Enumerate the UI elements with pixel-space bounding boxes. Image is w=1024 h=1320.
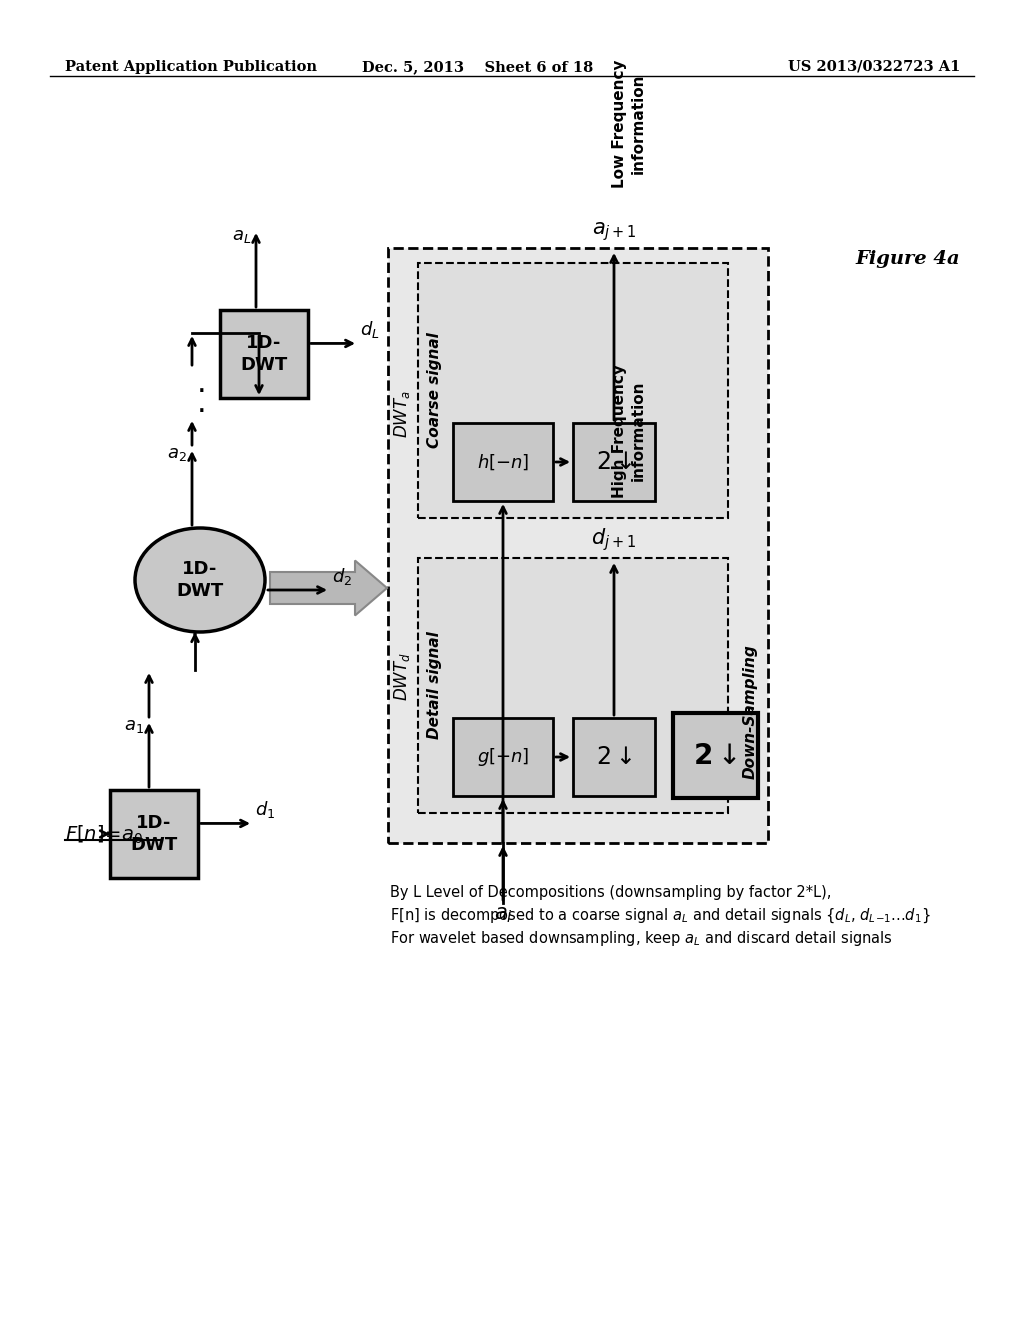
Text: Patent Application Publication: Patent Application Publication	[65, 59, 317, 74]
Text: 1D-
DWT: 1D- DWT	[241, 334, 288, 374]
FancyArrow shape	[270, 561, 387, 615]
Text: $d_{j+1}$: $d_{j+1}$	[592, 527, 637, 553]
Bar	[110, 789, 198, 878]
Text: $a_1$: $a_1$	[124, 717, 144, 735]
Text: $2{\downarrow}$: $2{\downarrow}$	[596, 450, 632, 474]
Text: $F[n]\!=\!a_0$: $F[n]\!=\!a_0$	[65, 824, 143, 846]
Text: $\cdot$: $\cdot$	[196, 375, 204, 404]
Text: $\cdot$: $\cdot$	[196, 396, 204, 425]
Bar	[673, 713, 758, 799]
Text: Coarse signal: Coarse signal	[427, 333, 441, 449]
Bar	[573, 718, 655, 796]
Text: $a_i$: $a_i$	[494, 906, 512, 925]
Text: US 2013/0322723 A1: US 2013/0322723 A1	[787, 59, 961, 74]
Text: $d_2$: $d_2$	[332, 566, 352, 587]
Text: 1D-
DWT: 1D- DWT	[176, 560, 223, 601]
Text: $a_{j+1}$: $a_{j+1}$	[592, 220, 636, 243]
Text: By L Level of Decompositions (downsampling by factor 2*L),: By L Level of Decompositions (downsampli…	[390, 884, 831, 900]
Text: $DWT_a$: $DWT_a$	[392, 391, 412, 438]
Bar	[453, 422, 553, 502]
Text: Down-Sampling: Down-Sampling	[742, 644, 758, 780]
Bar	[418, 558, 728, 813]
Bar	[220, 310, 308, 399]
Bar	[388, 248, 768, 843]
Text: $h[-n]$: $h[-n]$	[477, 453, 529, 471]
Text: Detail signal: Detail signal	[427, 631, 441, 739]
Bar	[453, 718, 553, 796]
Text: $a_L$: $a_L$	[231, 227, 251, 246]
Text: $\mathbf{2}{\downarrow}$: $\mathbf{2}{\downarrow}$	[693, 742, 737, 770]
Bar	[418, 263, 728, 517]
Text: $2{\downarrow}$: $2{\downarrow}$	[596, 744, 632, 770]
Text: 1D-
DWT: 1D- DWT	[130, 814, 177, 854]
Text: $g[-n]$: $g[-n]$	[477, 746, 529, 768]
Bar	[573, 422, 655, 502]
Text: $d_L$: $d_L$	[360, 319, 380, 341]
Text: Dec. 5, 2013    Sheet 6 of 18: Dec. 5, 2013 Sheet 6 of 18	[362, 59, 593, 74]
Text: $a_2$: $a_2$	[167, 445, 187, 463]
Text: Low Frequency
information: Low Frequency information	[612, 59, 646, 187]
Text: $DWT_d$: $DWT_d$	[392, 652, 412, 701]
Text: High Frequency
information: High Frequency information	[612, 364, 646, 498]
Ellipse shape	[135, 528, 265, 632]
Text: F[n] is decomposed to a coarse signal $a_L$ and detail signals {$d_L$, $d_{L\!-\: F[n] is decomposed to a coarse signal $a…	[390, 907, 931, 925]
Text: For wavelet based downsampling, keep $a_L$ and discard detail signals: For wavelet based downsampling, keep $a_…	[390, 929, 893, 948]
Text: $d_1$: $d_1$	[255, 800, 275, 821]
Text: Figure 4a: Figure 4a	[855, 249, 961, 268]
